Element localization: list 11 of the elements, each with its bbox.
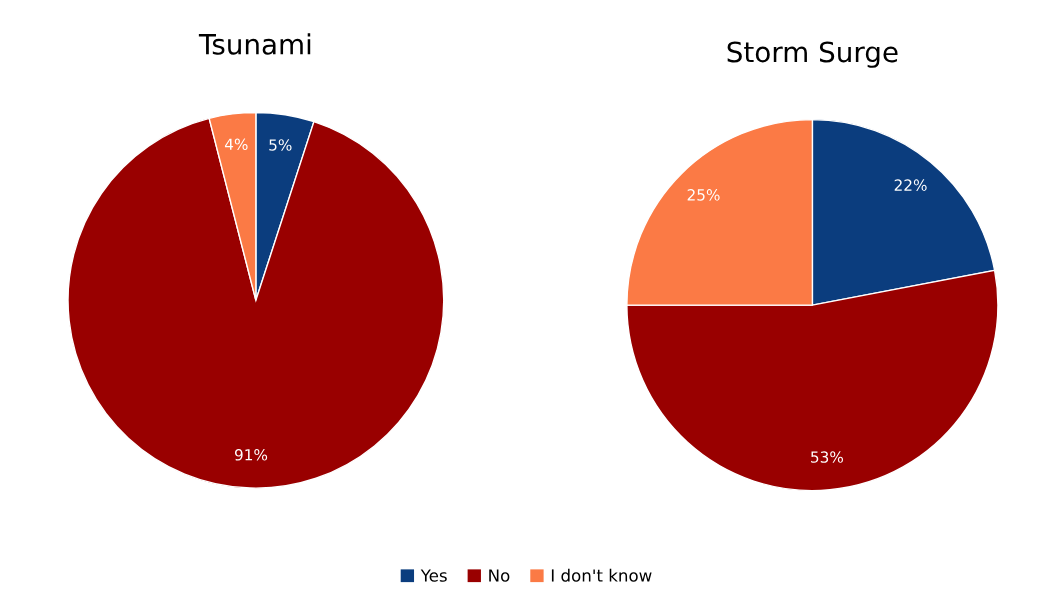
chart-title: Tsunami xyxy=(198,33,311,55)
data-label: 22% xyxy=(894,179,927,191)
data-label: 5% xyxy=(269,139,292,151)
data-label: 4% xyxy=(224,138,248,151)
data-label: 53% xyxy=(811,451,844,463)
legend-label: No xyxy=(489,569,510,582)
data-label: 25% xyxy=(687,189,720,201)
legend-label: Yes xyxy=(420,569,447,582)
chart-title: Storm Surge xyxy=(727,41,898,68)
legend-label: I don't know xyxy=(551,568,652,582)
data-label: 91% xyxy=(234,449,268,461)
